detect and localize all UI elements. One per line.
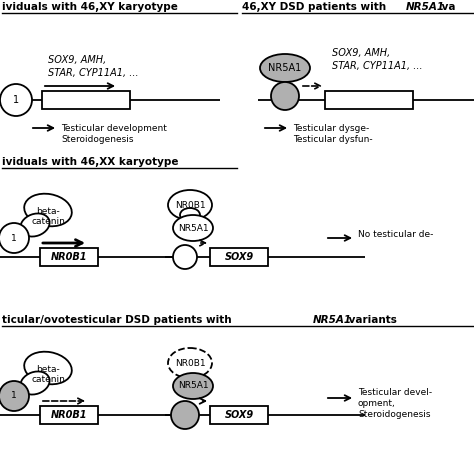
Text: Testicular development: Testicular development [61,124,167,133]
Bar [40,406,98,424]
Bar [325,91,413,109]
Text: Testicular dysfun-: Testicular dysfun- [293,135,373,144]
Ellipse shape [168,190,212,220]
Text: beta-: beta- [36,365,60,374]
Bar [210,248,268,266]
Ellipse shape [173,215,213,241]
Text: SOX9, AMH,: SOX9, AMH, [332,48,390,58]
Circle shape [0,381,29,411]
Text: 1: 1 [11,234,17,243]
Text: NR0B1: NR0B1 [175,358,205,367]
Text: ticular/ovotesticular DSD patients with: ticular/ovotesticular DSD patients with [2,315,235,325]
Bar [42,91,130,109]
Text: 46,XY DSD patients with: 46,XY DSD patients with [242,2,390,12]
Bar [210,406,268,424]
Text: beta-: beta- [36,207,60,216]
Text: Steroidogenesis: Steroidogenesis [358,410,430,419]
Text: NR0B1: NR0B1 [175,201,205,210]
Text: SOX9, AMH,: SOX9, AMH, [48,55,106,65]
Ellipse shape [260,54,310,82]
Text: STAR, CYP11A1, ...: STAR, CYP11A1, ... [332,61,423,71]
Text: catenin: catenin [31,375,65,384]
Ellipse shape [20,372,50,394]
Circle shape [171,401,199,429]
Text: ividuals with 46,XX karyotype: ividuals with 46,XX karyotype [2,157,179,167]
Ellipse shape [173,373,213,399]
Ellipse shape [20,213,50,237]
Text: Steroidogenesis: Steroidogenesis [61,135,134,144]
Ellipse shape [168,348,212,378]
Ellipse shape [24,352,72,384]
Text: SOX9: SOX9 [224,410,254,420]
Text: variants: variants [345,315,397,325]
Circle shape [173,245,197,269]
Ellipse shape [180,208,200,222]
Ellipse shape [24,194,72,226]
Text: NR5A1: NR5A1 [406,2,445,12]
Text: STAR, CYP11A1, ...: STAR, CYP11A1, ... [48,68,138,78]
Circle shape [0,223,29,253]
Text: No testicular de-: No testicular de- [358,230,433,239]
Text: va: va [438,2,456,12]
Text: catenin: catenin [31,217,65,226]
Text: ividuals with 46,XY karyotype: ividuals with 46,XY karyotype [2,2,178,12]
Text: NR0B1: NR0B1 [51,410,87,420]
Circle shape [0,84,32,116]
Text: NR5A1: NR5A1 [178,382,208,391]
Text: 1: 1 [13,95,19,105]
Text: SOX9: SOX9 [224,252,254,262]
Circle shape [271,82,299,110]
Bar [40,248,98,266]
Text: opment,: opment, [358,399,396,408]
Text: Testicular devel-: Testicular devel- [358,388,432,397]
Text: 1: 1 [11,392,17,401]
Text: Testicular dysge-: Testicular dysge- [293,124,369,133]
Text: NR5A1: NR5A1 [313,315,352,325]
Text: NR5A1: NR5A1 [178,224,208,233]
Text: NR0B1: NR0B1 [51,252,87,262]
Text: NR5A1: NR5A1 [268,63,301,73]
